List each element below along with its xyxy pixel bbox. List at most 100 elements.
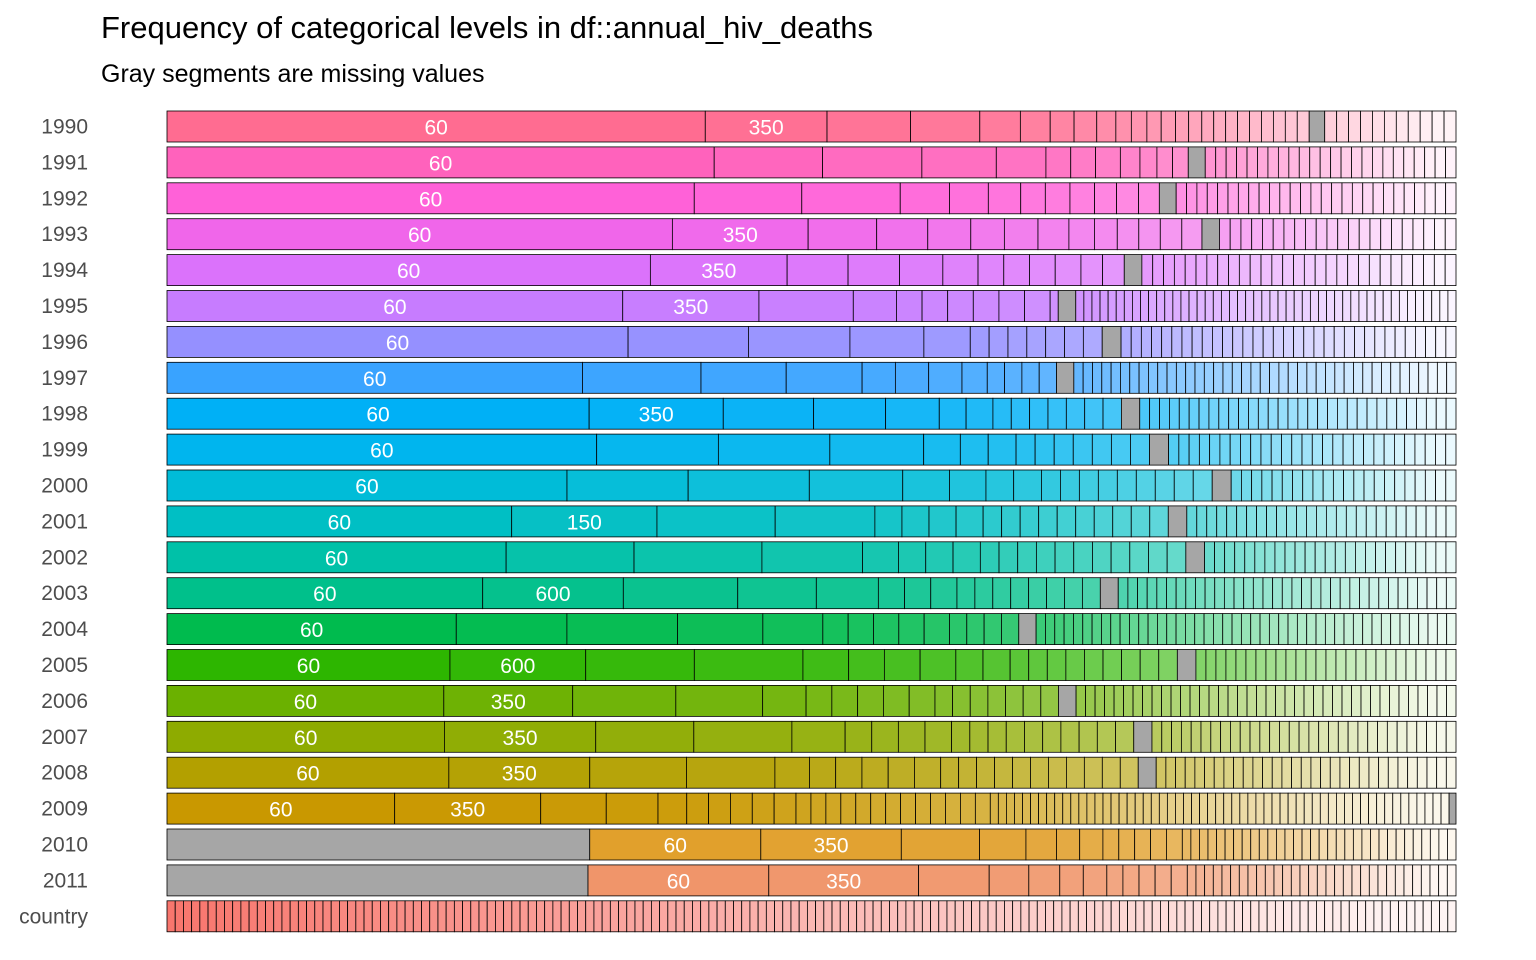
bar-segment: [974, 577, 994, 610]
bar-segment: [215, 900, 225, 933]
bar-segment: [925, 541, 954, 574]
segment-value-label: 350: [749, 117, 784, 140]
bar-segment: [1200, 720, 1212, 753]
bar-segment: [1383, 182, 1395, 215]
bar-segment: [852, 290, 897, 322]
bar-segment: [1075, 685, 1086, 717]
bar-segment: [1175, 613, 1186, 645]
bar-segment: [840, 792, 857, 825]
row-label: 1996: [41, 331, 88, 354]
bar-segment: [751, 792, 775, 825]
bar-segment: [952, 685, 971, 717]
bar-segment: [495, 900, 505, 933]
bar-segment: [1447, 900, 1457, 933]
bar-segment: [1444, 254, 1457, 287]
bar-segment: [1132, 290, 1141, 322]
bar-segment: [1138, 182, 1160, 215]
bar-segment: [568, 900, 578, 933]
bar-segment: [1184, 756, 1196, 789]
bar-segment: [1083, 756, 1103, 789]
bar-segment: [1431, 290, 1441, 322]
bar-segment: [1360, 792, 1370, 825]
bar-segment: [1054, 613, 1065, 645]
bar-segment: [1064, 577, 1083, 610]
bar-segment: [955, 649, 984, 681]
bar-segment: [1029, 397, 1049, 430]
bar-segment: [1203, 361, 1215, 394]
bar-segment: [1115, 290, 1125, 322]
bar-segment: [1059, 864, 1084, 897]
bar-segment: [1423, 218, 1435, 251]
bar-segment: [1382, 146, 1394, 179]
bar-segment: [1392, 146, 1405, 179]
bar-segment: [1271, 254, 1284, 287]
bar-segment: [1215, 792, 1225, 825]
bar-segment: [1368, 864, 1379, 897]
bar-segment: [1334, 290, 1344, 322]
bar-segment: [444, 720, 597, 753]
bar-segment: [1232, 325, 1244, 358]
bar-segment: [915, 792, 931, 825]
bar-segment: [1204, 290, 1214, 322]
bar-segment: [671, 218, 809, 251]
bar-segment: [566, 469, 689, 502]
bar-segment: [642, 900, 652, 933]
bar-segment: [1283, 325, 1295, 358]
missing-segment: [1057, 290, 1077, 322]
bar-segment: [1256, 864, 1266, 897]
bar-segment: [1277, 397, 1289, 430]
bar-segment: [1122, 864, 1140, 897]
segment-value-label: 60: [386, 332, 409, 355]
bar-segment: [1148, 361, 1159, 394]
bar-segment: [1228, 254, 1240, 287]
bar-segment: [1263, 792, 1273, 825]
bar-segment: [1257, 146, 1269, 179]
bar-segment: [1314, 541, 1326, 574]
bar-segment: [1198, 433, 1211, 466]
bar-segment: [1342, 864, 1353, 897]
bar-segment: [1156, 290, 1166, 322]
bar-segment: [958, 756, 978, 789]
bar-segment: [1094, 182, 1117, 215]
bar-segment: [1246, 685, 1257, 717]
bar-segment: [1086, 900, 1096, 933]
bar-segment: [503, 900, 513, 933]
bar-segment: [1249, 254, 1262, 287]
bar-segment: [1065, 649, 1085, 681]
bar-segment: [930, 577, 958, 610]
missing-segment: [1121, 397, 1141, 430]
bar-segment: [949, 469, 987, 502]
bar-segment: [1293, 290, 1303, 322]
bar-segment: [1101, 613, 1112, 645]
bar-segment: [1365, 505, 1377, 538]
bar-segment: [1166, 613, 1177, 645]
bar-segment: [675, 900, 685, 933]
segment-value-label: 60: [370, 440, 393, 463]
bar-segment: [1438, 864, 1448, 897]
bar-segment: [577, 900, 587, 933]
bar-segment: [1237, 110, 1250, 143]
bar-segment: [1020, 900, 1030, 933]
bar-segment: [1195, 864, 1206, 897]
bar-segment: [1342, 290, 1352, 322]
bar-segment: [1306, 505, 1317, 538]
bar-segment: [1101, 756, 1121, 789]
bar-segment: [1381, 361, 1392, 394]
bar-segment: [1337, 397, 1348, 430]
bar-segment: [1271, 756, 1283, 789]
bar-segment: [1014, 792, 1023, 825]
bar-segment: [1407, 756, 1418, 789]
bar-segment: [1416, 792, 1426, 825]
bar-segment: [1004, 361, 1023, 394]
bar-segment: [1252, 325, 1264, 358]
bar-segment: [1424, 433, 1436, 466]
bar-segment: [1445, 505, 1457, 538]
bar-segment: [1329, 756, 1341, 789]
bar-segment: [589, 756, 687, 789]
bar-segment: [1373, 900, 1383, 933]
bar-segment: [1233, 900, 1243, 933]
bar-segment: [741, 900, 751, 933]
bar-segment: [1139, 146, 1158, 179]
bar-segment: [913, 900, 923, 933]
bar-segment: [455, 613, 568, 645]
